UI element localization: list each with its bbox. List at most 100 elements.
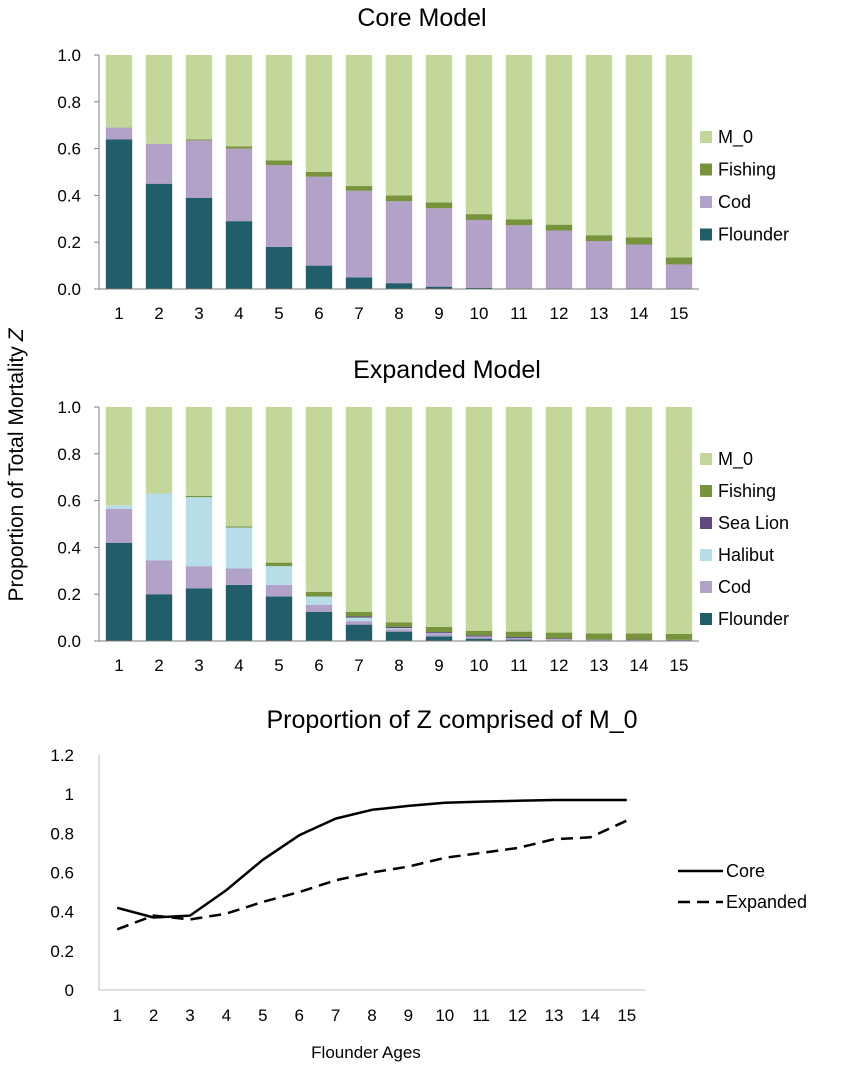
bar-segment-fishing (225, 146, 253, 149)
x-tick-label: 9 (404, 1006, 413, 1025)
y-tick-label: 0.6 (57, 140, 81, 159)
y-tick-label: 0.0 (57, 632, 81, 651)
bar-segment-m_0 (225, 55, 253, 147)
bar-segment-sea-lion (425, 632, 453, 634)
x-tick-label: 3 (185, 1006, 194, 1025)
x-tick-label: 1 (114, 656, 123, 675)
legend-swatch-fishing (700, 163, 712, 176)
x-tick-label: 14 (630, 304, 649, 323)
bar-segment-m_0 (265, 407, 293, 563)
x-tick-label: 15 (670, 304, 689, 323)
x-tick-label: 11 (510, 304, 528, 323)
bar-segment-m_0 (505, 407, 533, 632)
bar-segment-fishing (305, 591, 333, 597)
bar-segment-cod (305, 176, 333, 266)
bar-segment-flounder (185, 197, 213, 289)
bar-segment-m_0 (265, 55, 293, 161)
legend-label-flounder: Flounder (718, 225, 789, 245)
bar-segment-cod (625, 244, 653, 289)
y-tick-label: 1.0 (57, 46, 81, 65)
bar-segment-cod (185, 566, 213, 589)
x-tick-label: 13 (590, 304, 609, 323)
bar-segment-fishing (425, 202, 453, 209)
bar-segment-cod (585, 639, 613, 641)
bar-segment-cod (185, 140, 213, 198)
legend-swatch-halibut (700, 549, 712, 561)
bar-segment-fishing (185, 495, 213, 498)
x-tick-label: 10 (470, 656, 489, 675)
x-tick-label: 11 (510, 656, 528, 675)
legend-label-m_0: M_0 (718, 127, 753, 148)
bar-segment-halibut (385, 628, 413, 630)
legend-label-fishing: Fishing (718, 160, 776, 180)
y-tick-label: 0.8 (57, 93, 81, 112)
bar-segment-m_0 (105, 55, 133, 128)
x-tick-label: 15 (617, 1006, 636, 1025)
bar-segment-fishing (465, 630, 493, 636)
bar-segment-fishing (185, 139, 213, 141)
bar-segment-flounder (105, 139, 133, 289)
bar-segment-m_0 (385, 55, 413, 196)
y-tick-label: 0.6 (50, 864, 74, 883)
bar-segment-flounder (265, 596, 293, 641)
bar-segment-halibut (145, 493, 173, 561)
bar-segment-m_0 (545, 407, 573, 633)
bar-segment-m_0 (625, 55, 653, 238)
bar-segment-m_0 (425, 407, 453, 627)
bar-segment-flounder (385, 631, 413, 641)
y-tick-label: 0.2 (50, 942, 74, 961)
bar-segment-fishing (305, 172, 333, 177)
bar-segment-cod (105, 127, 133, 140)
x-tick-label: 12 (508, 1006, 527, 1025)
bar-segment-m_0 (145, 407, 173, 494)
y-tick-label: 0.2 (57, 585, 81, 604)
legend-swatch-flounder (700, 228, 712, 241)
legend-label-flounder: Flounder (718, 609, 789, 629)
bar-segment-m_0 (385, 407, 413, 623)
bar-segment-fishing (225, 526, 253, 528)
y-tick-label: 0.8 (57, 445, 81, 464)
y-axis-label-symbol: Z (5, 327, 28, 342)
y-tick-label: 0.4 (50, 903, 74, 922)
legend-label-cod: Cod (718, 192, 751, 212)
x-tick-label: 12 (550, 304, 569, 323)
legend-label-core: Core (726, 861, 765, 881)
bar-segment-flounder (425, 636, 453, 641)
x-tick-label: 6 (294, 1006, 303, 1025)
bar-segment-cod (305, 604, 333, 612)
bar-segment-flounder (305, 265, 333, 289)
legend-label-halibut: Halibut (718, 545, 774, 565)
y-tick-label: 0.0 (57, 280, 81, 299)
x-tick-label: 10 (470, 304, 489, 323)
bar-segment-fishing (265, 562, 293, 567)
x-tick-label: 2 (149, 1006, 158, 1025)
legend-swatch-sea-lion (700, 517, 712, 529)
bar-segment-fishing (505, 219, 533, 226)
bar-segment-fishing (625, 633, 653, 640)
core-model-chart: Core Model 1 2 3 4 5 6 7 8 9 10 11 12 13 14 150.00.20.… (57, 4, 789, 323)
x-tick-label: 4 (222, 1006, 231, 1025)
bar-segment-cod (385, 629, 413, 632)
bar-segment-flounder (225, 221, 253, 289)
bar-segment-flounder (305, 611, 333, 641)
bar-segment-halibut (425, 633, 453, 634)
x-tick-label: 2 (154, 656, 163, 675)
bar-segment-m_0 (505, 55, 533, 220)
series-line-core (116, 798, 627, 919)
bar-segment-sea-lion (385, 626, 413, 629)
x-tick-label: 15 (670, 656, 689, 675)
bar-segment-flounder (145, 183, 173, 289)
x-tick-label: 14 (581, 1006, 600, 1025)
bar-segment-fishing (385, 622, 413, 627)
shared-y-axis-label: Proportion of Total Mortality Z (5, 327, 28, 601)
bar-segment-flounder (145, 594, 173, 641)
x-tick-label: 2 (154, 304, 163, 323)
legend-swatch-flounder (700, 613, 712, 625)
x-tick-label: 12 (550, 656, 569, 675)
bar-segment-fishing (585, 235, 613, 242)
y-tick-label: 0.4 (57, 186, 81, 205)
x-tick-label: 5 (274, 656, 283, 675)
bar-segment-fishing (345, 186, 373, 191)
y-tick-label: 0.4 (57, 538, 81, 557)
